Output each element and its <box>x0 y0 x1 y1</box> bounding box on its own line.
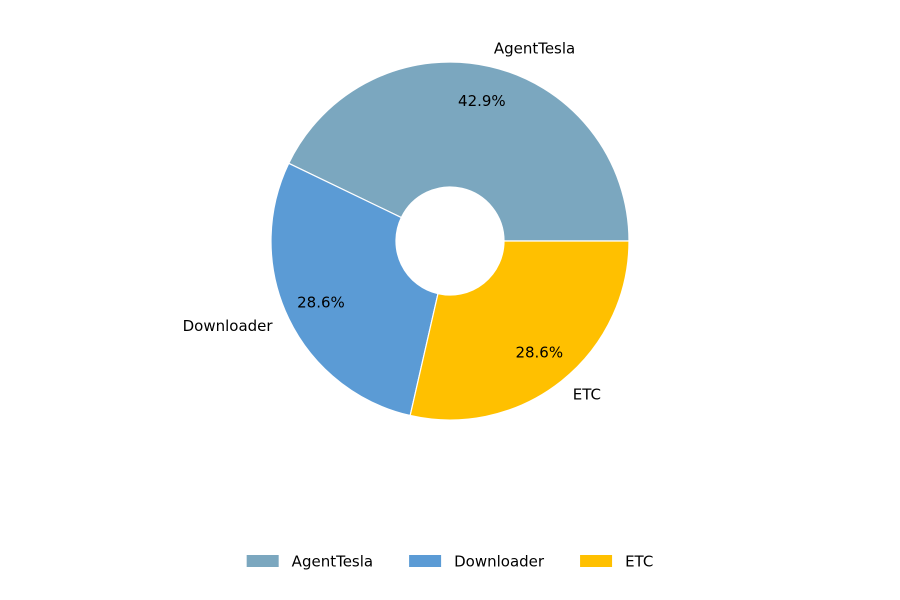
legend-swatch <box>246 555 279 567</box>
slice-label: ETC <box>573 385 601 403</box>
slice-label: AgentTesla <box>494 40 575 58</box>
pie-slice <box>270 162 439 417</box>
legend-swatch <box>409 555 442 567</box>
legend-label: Downloader <box>454 553 545 571</box>
legend: AgentTesla Downloader ETC <box>246 553 653 571</box>
legend-label: ETC <box>625 553 653 571</box>
value-label: 42.9% <box>458 92 506 110</box>
legend-label: AgentTesla <box>292 553 373 571</box>
legend-swatch <box>580 555 613 567</box>
value-label: 28.6% <box>297 294 345 312</box>
value-label: 28.6% <box>515 343 563 361</box>
pie-slice <box>287 61 630 242</box>
slice-label: Downloader <box>183 317 274 335</box>
pie-slice <box>409 240 630 421</box>
